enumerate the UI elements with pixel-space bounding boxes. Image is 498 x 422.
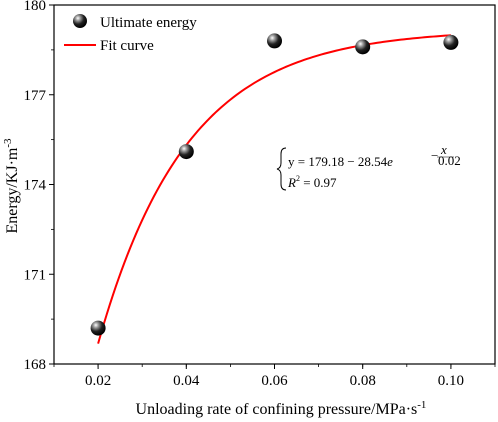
equation-exponent-sign: − xyxy=(431,148,438,163)
r2-value: = 0.97 xyxy=(300,175,337,190)
y-axis-label-superscript: -3 xyxy=(2,138,14,148)
r2-superscript: 2 xyxy=(296,174,300,183)
y-axis-ticks: 168 171 174 177 180 xyxy=(24,0,54,373)
equation-line-1: y = 179.18 − 28.54e xyxy=(288,154,393,169)
x-tick-label: 0.08 xyxy=(350,373,376,389)
legend: Ultimate energy Fit curve xyxy=(64,14,197,54)
data-point xyxy=(178,144,194,160)
data-point xyxy=(267,33,282,49)
equation-brace xyxy=(276,147,287,191)
equation-line-2: R2 = 0.97 xyxy=(287,174,337,190)
equation-y-prefix: y = 179.18 − 28.54 xyxy=(288,154,388,169)
x-axis-ticks: 0.02 0.04 0.06 0.08 0.10 xyxy=(53,364,496,389)
x-axis-label: Unloading rate of confining pressure/MPa… xyxy=(136,399,427,418)
x-tick-label: 0.02 xyxy=(85,373,111,389)
legend-label-fit-curve: Fit curve xyxy=(100,38,154,54)
x-tick-label: 0.04 xyxy=(173,373,200,389)
y-axis-label-text: Energy/KJ·m xyxy=(4,147,21,233)
x-tick-label: 0.10 xyxy=(438,373,464,389)
y-axis-label: Energy/KJ·m-3 xyxy=(2,138,21,234)
x-axis-label-superscript: -1 xyxy=(417,399,426,411)
y-tick-label: 174 xyxy=(24,178,47,194)
y-tick-label: 177 xyxy=(24,88,47,104)
equation-exponent-denominator: 0.02 xyxy=(438,153,461,168)
r2-label: R xyxy=(287,175,296,190)
data-points xyxy=(90,33,459,336)
fit-curve-line xyxy=(97,34,451,344)
y-tick-label: 171 xyxy=(24,267,47,283)
x-axis-label-text: Unloading rate of confining pressure/MPa… xyxy=(136,401,418,418)
fit-equation: y = 179.18 − 28.54e − x 0.02 R2 = 0.97 xyxy=(276,142,461,191)
data-point xyxy=(90,320,106,336)
data-point xyxy=(443,34,459,50)
x-tick-label: 0.06 xyxy=(261,373,288,389)
equation-e: e xyxy=(387,154,393,169)
data-point xyxy=(355,39,371,55)
equation-exponent-numerator: x xyxy=(440,142,447,157)
y-tick-label: 180 xyxy=(24,0,47,14)
legend-marker-ultimate-energy xyxy=(73,14,87,28)
y-tick-label: 168 xyxy=(24,357,47,373)
plot-frame xyxy=(53,4,496,365)
legend-label-ultimate-energy: Ultimate energy xyxy=(100,15,197,31)
